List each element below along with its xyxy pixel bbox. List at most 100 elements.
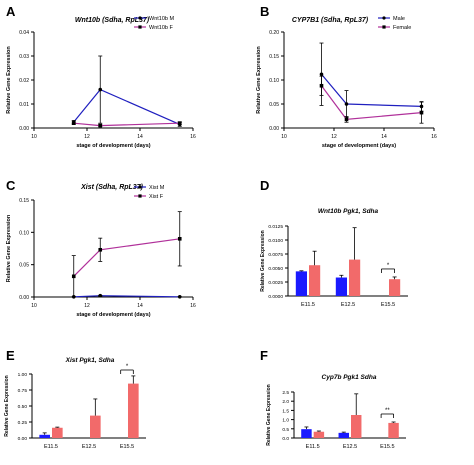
chart3-legend-marker (138, 185, 142, 189)
chart3-y-tick-label: 0.10 (19, 230, 29, 236)
chart3-legend-label: Xist F (149, 194, 164, 200)
chart3-data-point (98, 293, 103, 298)
chart2-data-point (344, 117, 349, 122)
chart4-bar (295, 271, 307, 296)
chart6-y-tick-label: 1.5 (282, 408, 289, 414)
chart1-data-point (71, 121, 76, 125)
chart5-significance-label: * (126, 364, 129, 370)
chart3-y-tick-label: 0.00 (19, 295, 29, 301)
chart1-y-tick-label: 0.04 (19, 30, 29, 36)
chart2-y-tick-label: 0.15 (269, 54, 279, 60)
chart1-x-tick-label: 10 (31, 134, 37, 140)
chart4-bar (309, 265, 321, 296)
panel-letter-e: E (6, 348, 15, 363)
chart1-legend-label: Wnt10b M (149, 16, 174, 22)
chart1-data-point (177, 121, 182, 125)
chart3-series-line-2 (73, 238, 180, 277)
chart5-y-tick-label: 0.25 (18, 420, 28, 426)
chart1-data-point (98, 123, 103, 128)
chart1-x-tick-label: 12 (84, 134, 90, 140)
chart2-data-point (319, 83, 324, 88)
chart3-title: Xist (Sdha, RpL37) (80, 184, 144, 191)
chart2-y-tick-label: 0.05 (269, 102, 279, 108)
chart3-series-line-1 (73, 295, 180, 298)
chart2-legend-marker (382, 25, 386, 29)
chart6-y-tick-label: 0.0 (282, 436, 289, 442)
chart2-y-axis-label: Relative Gene Expression (256, 46, 262, 114)
chart3-legend-label: Xist M (149, 185, 165, 191)
chart3-data-point (71, 274, 76, 279)
chart5-x-tick-label: E11.5 (44, 444, 58, 450)
chart6-y-tick-label: 2.0 (282, 399, 289, 405)
chart3-x-axis-label: stage of development (days) (76, 312, 150, 318)
chart3-x-tick-label: 10 (31, 303, 37, 309)
chart5-y-tick-label: 0.75 (18, 388, 28, 394)
chart6-x-tick-label: E12.5 (343, 444, 357, 450)
chart3-y-axis-label: Relative Gene Expression (6, 214, 12, 282)
chart2-y-tick-label: 0.00 (269, 126, 279, 132)
chart6-y-tick-label: 0.5 (282, 427, 289, 433)
chart4-y-tick-label: 0.0125 (268, 224, 283, 230)
chart6-y-tick-label: 1.0 (282, 418, 289, 424)
chart1-series-line-2 (73, 122, 180, 127)
chart5-bar (128, 383, 139, 438)
chart5-bar (90, 415, 101, 438)
chart5-y-tick-label: 0.50 (18, 404, 28, 410)
chart1-x-tick-label: 16 (190, 134, 196, 140)
chart5-bar (39, 434, 50, 438)
chart4-significance-label: * (387, 263, 390, 269)
chart4-y-tick-label: 0.0000 (268, 294, 283, 300)
chart1-data-point (98, 87, 103, 92)
chart2-data-point (344, 102, 349, 106)
chart1-title: Wnt10b (Sdha, RpL37) (75, 17, 150, 24)
chart4-title: Wnt10b Pgk1, Sdha (318, 208, 379, 215)
chart1-y-tick-label: 0.02 (19, 78, 29, 84)
panel-letter-b: B (260, 4, 270, 19)
chart5-y-tick-label: 0.00 (18, 436, 28, 442)
chart3-data-point (177, 295, 182, 299)
panel-letter-d: D (260, 178, 270, 193)
chart3-y-tick-label: 0.15 (19, 198, 29, 204)
panel-letter-a: A (6, 4, 16, 19)
chart2-series-line-1 (321, 73, 422, 107)
chart4-bar (389, 279, 401, 296)
chart4-bar (349, 259, 361, 296)
chart1-y-axis-label: Relative Gene Expression (6, 46, 12, 114)
chart5-x-tick-label: E15.5 (120, 444, 134, 450)
chart6-bar (313, 431, 325, 438)
chart1-y-tick-label: 0.00 (19, 126, 29, 132)
chart6-bar (301, 429, 312, 438)
chart5-bar (52, 427, 63, 438)
chart5-x-tick-label: E12.5 (82, 444, 96, 450)
chart4-bar (335, 277, 347, 296)
chart3-x-tick-label: 12 (84, 303, 90, 309)
chart1-legend-marker (138, 16, 142, 20)
chart1-y-tick-label: 0.03 (19, 54, 29, 60)
chart1-legend-marker (138, 25, 142, 29)
chart3-x-tick-label: 14 (137, 303, 143, 309)
chart2-y-tick-label: 0.20 (269, 30, 279, 36)
chart6-bar (338, 432, 349, 438)
chart3-x-tick-label: 16 (190, 303, 196, 309)
chart2-x-tick-label: 10 (281, 134, 287, 140)
chart2-x-tick-label: 12 (331, 134, 337, 140)
panel-letter-f: F (260, 348, 268, 363)
chart2-x-axis-label: stage of development (days) (322, 143, 396, 149)
chart2-data-point (419, 110, 424, 115)
chart2-title: CYP7B1 (Sdha, RpL37) (292, 17, 369, 24)
chart3-y-tick-label: 0.05 (19, 263, 29, 269)
chart2-x-tick-label: 14 (381, 134, 387, 140)
chart4-y-tick-label: 0.0025 (268, 280, 283, 286)
chart2-data-point (319, 72, 324, 77)
chart2-legend-label: Male (393, 16, 405, 22)
chart5-y-tick-label: 1.00 (18, 372, 28, 378)
chart1-x-tick-label: 14 (137, 134, 143, 140)
chart2-x-tick-label: 16 (431, 134, 437, 140)
chart2-legend-label: Female (393, 25, 411, 31)
chart1-y-tick-label: 0.01 (19, 102, 29, 108)
chart4-y-tick-label: 0.0075 (268, 252, 283, 258)
chart4-y-tick-label: 0.0050 (268, 266, 283, 272)
chart3-data-point (177, 237, 182, 241)
chart6-x-tick-label: E15.5 (380, 444, 394, 450)
